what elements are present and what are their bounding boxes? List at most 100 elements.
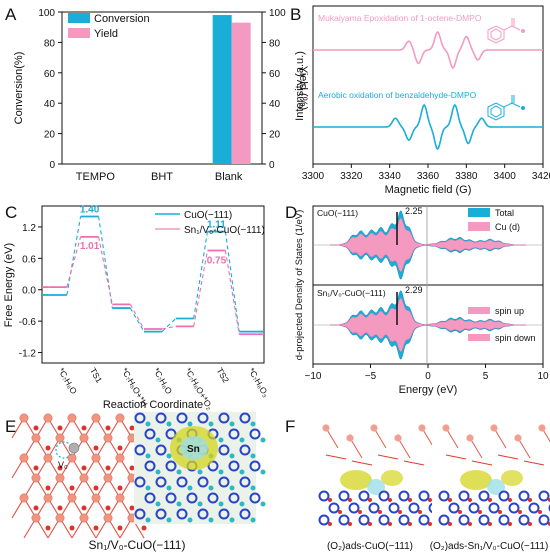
cu-atom <box>67 413 77 423</box>
substrate-ring <box>508 502 520 514</box>
cu-atom <box>91 453 101 463</box>
c-connector-0 <box>129 307 145 332</box>
density-ring <box>207 492 219 504</box>
o-atom <box>57 505 63 511</box>
density-dot <box>229 421 235 427</box>
substrate-ring <box>338 514 350 526</box>
o-atom <box>117 525 123 531</box>
bond <box>403 460 425 466</box>
density-ring <box>176 476 188 488</box>
c-ytick-label: 1.2 <box>22 223 36 234</box>
o-atom <box>93 445 99 451</box>
panel-a: A 0 0 20 20 40 40 60 60 80 80 100 100 TEMPO BHT Blank… <box>5 5 309 183</box>
legend-swatch-yield <box>68 28 90 38</box>
density-dot <box>166 453 172 459</box>
substrate-o <box>368 522 372 526</box>
o-atom <box>105 425 111 431</box>
substrate-ring <box>318 514 330 526</box>
cu-atom <box>79 513 89 523</box>
bond <box>325 427 339 449</box>
o-atom <box>81 505 87 511</box>
density-ring <box>155 476 167 488</box>
panel-c: C -1.2 -0.6 0.0 0.6 1.2 1.40 1.01 1.11 0.75 *C₇… <box>3 203 271 411</box>
c-value-label: 1.40 <box>80 204 100 215</box>
cu-atom <box>91 413 101 423</box>
density-ring <box>134 412 146 424</box>
panel-b: B Intensity (a.u.) 3300 3320 3340 3360 3380 3… <box>290 5 550 196</box>
o-atom <box>129 465 135 471</box>
density-ring <box>239 412 251 424</box>
substrate-o <box>518 510 522 514</box>
density-dot <box>218 437 224 443</box>
density-ring <box>197 476 209 488</box>
a-ytick-label-right: 80 <box>269 38 281 49</box>
b-xtick-label: 3420 <box>532 171 550 182</box>
panel-b-annotation-top: Mukaiyama Epoxidation of 1-octene-DMPO <box>318 13 482 23</box>
panel-f-caption-left: (O₂)ads-CuO(−111) <box>327 541 413 552</box>
density-ring <box>165 492 177 504</box>
substrate-o <box>328 522 332 526</box>
sn-atom <box>68 442 80 454</box>
density-ring <box>228 460 240 472</box>
c-connector-0 <box>161 318 177 332</box>
panel-c-ylabel: Free Energy (eV) <box>3 243 15 327</box>
substrate-o <box>348 498 352 502</box>
legend-swatch-conversion <box>68 13 90 23</box>
panel-e: E V₀ Sn Sn₁/V₀-CuO(−111) <box>5 412 266 552</box>
density-dot <box>250 453 256 459</box>
density-dot <box>260 469 266 475</box>
svg-text:spin down: spin down <box>495 333 536 343</box>
c-connector-1 <box>129 304 145 330</box>
density-dot <box>197 501 203 507</box>
b-xtick-label: 3360 <box>417 171 440 182</box>
panel-e-caption: Sn₁/V₀-CuO(−111) <box>89 538 186 552</box>
density-lobe <box>501 470 523 486</box>
bond <box>517 437 531 459</box>
o-atom <box>33 425 39 431</box>
o-atom <box>33 465 39 471</box>
cu-atom <box>103 433 113 443</box>
a-category-label: BHT <box>151 171 173 183</box>
o-atom <box>81 425 87 431</box>
substrate-o <box>398 510 402 514</box>
density-dot <box>250 421 256 427</box>
substrate-o <box>378 510 382 514</box>
density-ring <box>144 460 156 472</box>
panel-a-legend: Conversion Yield <box>68 13 150 40</box>
bond <box>497 454 519 460</box>
substrate-ring <box>398 490 410 502</box>
panel-b-letter: B <box>290 5 301 24</box>
density-dot <box>229 453 235 459</box>
cu-atom <box>115 413 125 423</box>
panel-b-series-aerobic <box>313 103 543 151</box>
substrate-ring <box>318 490 330 502</box>
substrate-ring <box>348 502 360 514</box>
slab-left <box>312 410 442 534</box>
c-ytick-label: 0.6 <box>22 254 36 265</box>
density-ring <box>239 444 251 456</box>
a-category-label: Blank <box>215 171 243 183</box>
surface-atom <box>490 424 498 432</box>
a-ytick-label-right: 100 <box>269 8 286 19</box>
panel-d-top-cu-d <box>330 217 526 273</box>
substrate-ring <box>418 514 430 526</box>
b-xtick-label: 3300 <box>302 171 325 182</box>
bond <box>471 460 493 466</box>
substrate-ring <box>438 490 450 502</box>
surface-atom <box>346 434 354 442</box>
c-value-label: 1.01 <box>80 241 100 252</box>
density-ring <box>155 444 167 456</box>
substrate-o <box>488 522 492 526</box>
cu-atom <box>31 513 41 523</box>
panel-c-lines: 1.40 1.01 1.11 0.75 <box>42 204 264 336</box>
surface-atom <box>394 434 402 442</box>
density-dot <box>187 485 193 491</box>
cu-atom <box>55 473 65 483</box>
density-dot <box>218 501 224 507</box>
density-ring <box>249 492 261 504</box>
o-atom <box>81 465 87 471</box>
o-atom <box>105 505 111 511</box>
density-ring <box>155 412 167 424</box>
cu-atom <box>31 473 41 483</box>
c-value-label: 1.11 <box>207 220 226 231</box>
